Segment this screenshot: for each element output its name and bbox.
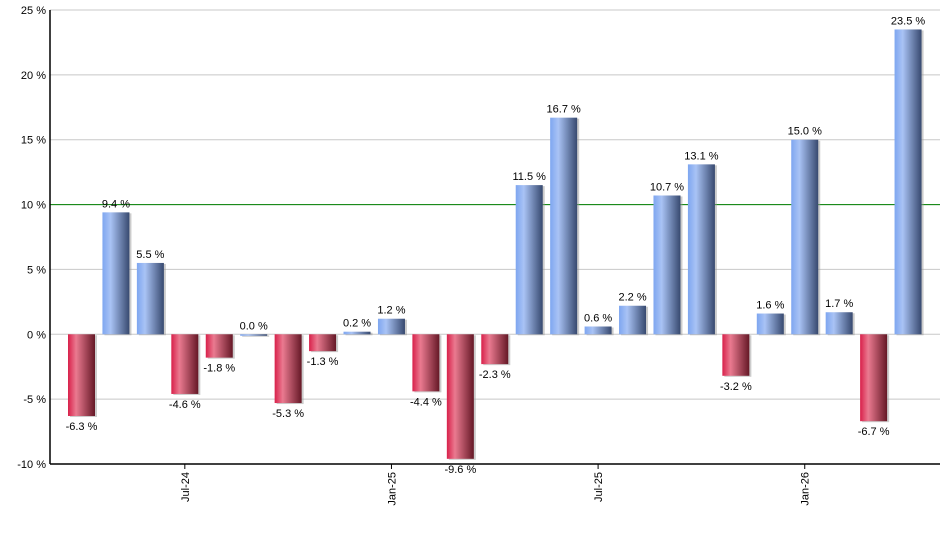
data-label: 9.4 % <box>102 198 130 210</box>
x-tick-label: Jul-24 <box>180 472 192 502</box>
bar <box>653 195 681 335</box>
y-tick-label: 10 % <box>21 200 46 212</box>
data-label: -3.2 % <box>720 381 752 393</box>
data-labels: -6.3 % 9.4 % 5.5 % -4.6 % -1.8 % 0.0 % -5.3 % -… <box>66 15 926 475</box>
data-label: 1.6 % <box>756 300 784 312</box>
gridlines <box>50 9 940 400</box>
bar <box>515 185 543 335</box>
y-tick-label: 25 % <box>21 5 46 17</box>
bar <box>274 334 302 404</box>
x-tick-label: Jul-25 <box>593 472 605 502</box>
y-tick-label: 5 % <box>27 264 46 276</box>
bar <box>550 117 578 335</box>
data-label: 15.0 % <box>788 126 822 138</box>
data-label: -9.6 % <box>444 464 476 476</box>
bar <box>481 334 509 365</box>
data-label: 11.5 % <box>513 171 547 183</box>
data-label: -1.8 % <box>203 363 235 375</box>
data-label: 1.2 % <box>377 305 405 317</box>
bar <box>240 334 268 336</box>
y-tick-label: 15 % <box>21 135 46 147</box>
data-label: 2.2 % <box>618 292 646 304</box>
data-label: -4.4 % <box>410 396 442 408</box>
x-axis: Jul-24 Jan-25 Jul-25 Jan-26 <box>49 10 940 506</box>
bar <box>619 305 647 335</box>
bar <box>412 334 440 392</box>
y-tick-label: 20 % <box>21 70 46 82</box>
bar <box>205 334 233 358</box>
data-label: 0.6 % <box>584 313 612 325</box>
data-label: 10.7 % <box>650 181 684 193</box>
data-label: -6.3 % <box>66 421 98 433</box>
data-label: 1.7 % <box>825 298 853 310</box>
bar <box>171 334 199 394</box>
bar <box>343 331 371 335</box>
data-label: 0.0 % <box>240 320 268 332</box>
bar <box>377 318 405 335</box>
y-tick-label: -10 % <box>17 459 46 471</box>
bar <box>791 139 819 335</box>
y-tick-label: 0 % <box>27 329 46 341</box>
bars <box>68 29 924 460</box>
data-label: 0.2 % <box>343 318 371 330</box>
bar <box>446 334 474 459</box>
y-axis: -10 % -5 % 0 % 5 % 10 % 15 % 20 % 25 % <box>17 5 46 471</box>
data-label: 5.5 % <box>136 249 164 261</box>
bar <box>687 164 715 335</box>
x-tick-label: Jan-26 <box>800 472 812 506</box>
bar <box>136 262 164 335</box>
bar-shadow <box>242 335 270 337</box>
data-label: 16.7 % <box>547 104 581 116</box>
bar <box>894 29 922 335</box>
bar <box>102 212 130 335</box>
bar <box>309 334 337 352</box>
data-label: -4.6 % <box>169 399 201 411</box>
bar <box>756 313 784 335</box>
data-label: -6.7 % <box>858 426 890 438</box>
data-label: 13.1 % <box>684 150 718 162</box>
x-tick-label: Jan-25 <box>386 472 398 506</box>
y-tick-label: -5 % <box>23 394 46 406</box>
bar <box>584 326 612 335</box>
bar <box>860 334 888 422</box>
data-label: -1.3 % <box>307 356 339 368</box>
bar <box>68 334 95 417</box>
data-label: 23.5 % <box>891 15 925 27</box>
bar <box>722 334 750 376</box>
data-label: -2.3 % <box>479 369 511 381</box>
bar <box>825 312 853 335</box>
data-label: -5.3 % <box>272 408 304 420</box>
